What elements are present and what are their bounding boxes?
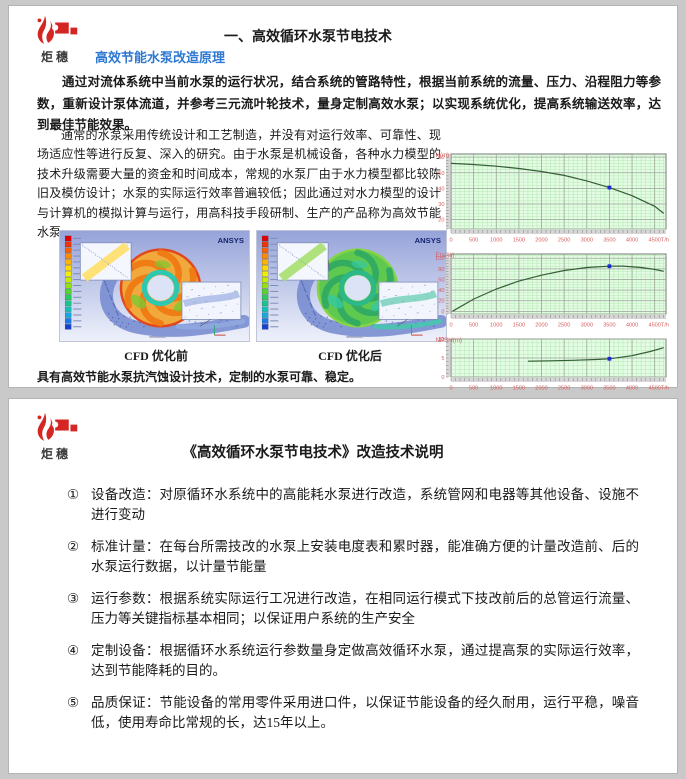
svg-text:500: 500 — [469, 323, 478, 329]
svg-text:500: 500 — [469, 386, 478, 392]
tech-item: ④ 定制设备：根据循环水系统运行参数量身定做高效循环水泵，通过提高泵的实际运行效… — [67, 641, 639, 681]
tech-item: ① 设备改造：对原循环水系统中的高能耗水泵进行改造，系统管网和电器等其他设备、设… — [67, 485, 639, 525]
svg-text:4500: 4500 — [648, 238, 660, 244]
tech-item: ③ 运行参数：根据系统实际运行工况进行改造，在相同运行模式下技改前后的总管运行流… — [67, 589, 639, 629]
svg-text:3500: 3500 — [603, 386, 615, 392]
svg-text:1000: 1000 — [490, 386, 502, 392]
svg-text:5: 5 — [441, 356, 444, 362]
svg-text:100: 100 — [435, 256, 444, 262]
footer-note: 具有高效节能水泵抗汽蚀设计技术，定制的水泵可靠、稳定。 — [37, 370, 362, 384]
svg-text:H(m): H(m) — [436, 152, 450, 159]
flame-logo-icon — [37, 15, 78, 44]
svg-text:1500: 1500 — [513, 386, 525, 392]
section-subtitle: 高效节能水泵改造原理 — [95, 50, 226, 65]
item-number: ③ — [67, 591, 80, 606]
item-number: ② — [67, 539, 80, 554]
cfd-image-before: ANSYS — [59, 230, 251, 342]
pump-curves-panel: 0 500 1000 1500 2000 2500 3000 3500 4000 4500 T/h 2… — [435, 150, 671, 398]
page-title: 一、高效循环水泵节电技术 — [224, 28, 392, 44]
tech-item: ② 标准计量：在每台所需技改的水泵上安装电度表和累时器，能准确方便的计量改造前、… — [67, 537, 639, 577]
cfd-images-row: ANSYS ANSYS — [59, 230, 448, 342]
svg-text:40: 40 — [438, 288, 444, 294]
item-number: ⑤ — [67, 695, 80, 710]
svg-text:4500: 4500 — [648, 323, 660, 329]
svg-text:60: 60 — [438, 277, 444, 283]
item-text: 标准计量：在每台所需技改的水泵上安装电度表和累时器，能准确方便的计量改造前、后的… — [91, 539, 639, 574]
chart-head-curve: 0 500 1000 1500 2000 2500 3000 3500 4000 4500 T/h 2… — [435, 150, 671, 248]
intro-paragraph: 通过对流体系统中当前水泵的运行状况，结合系统的管路特性，根据当前系统的流量、压力… — [37, 75, 661, 132]
svg-text:2500: 2500 — [558, 323, 570, 329]
tech-items-list: ① 设备改造：对原循环水系统中的高能耗水泵进行改造，系统管网和电器等其他设备、设… — [67, 485, 639, 745]
page-title: 《高效循环水泵节电技术》改造技术说明 — [182, 445, 444, 461]
svg-text:60: 60 — [438, 155, 444, 161]
company-logo: 炬穗 — [29, 14, 83, 65]
svg-text:2000: 2000 — [535, 386, 547, 392]
svg-text:0: 0 — [441, 375, 444, 381]
svg-text:0: 0 — [449, 238, 452, 244]
svg-text:NPSH(m): NPSH(m) — [436, 337, 462, 344]
svg-text:0: 0 — [449, 386, 452, 392]
svg-text:0: 0 — [449, 323, 452, 329]
svg-text:3500: 3500 — [603, 238, 615, 244]
item-number: ① — [67, 487, 80, 502]
svg-text:1000: 1000 — [490, 323, 502, 329]
svg-text:1500: 1500 — [513, 238, 525, 244]
cfd-caption-after: CFD 优化后 — [318, 349, 382, 363]
svg-text:1500: 1500 — [513, 323, 525, 329]
svg-text:4000: 4000 — [626, 238, 638, 244]
svg-text:3000: 3000 — [581, 386, 593, 392]
cfd-caption-before: CFD 优化前 — [124, 349, 188, 363]
svg-text:30: 30 — [438, 202, 444, 208]
svg-text:4000: 4000 — [626, 386, 638, 392]
svg-text:50: 50 — [438, 171, 444, 177]
slide-pump-principle: 炬穗 一、高效循环水泵节电技术 高效节能水泵改造原理 通过对流体系统中当前水泵的… — [8, 5, 678, 392]
item-number: ④ — [67, 643, 80, 658]
svg-text:4500: 4500 — [648, 386, 660, 392]
svg-text:2500: 2500 — [558, 386, 570, 392]
svg-text:ANSYS: ANSYS — [415, 236, 441, 245]
svg-text:Eta(%): Eta(%) — [436, 252, 455, 259]
cfd-captions: CFD 优化前 CFD 优化后 — [59, 347, 447, 364]
svg-text:3500: 3500 — [603, 323, 615, 329]
svg-text:3000: 3000 — [581, 323, 593, 329]
cfd-image-after: ANSYS — [256, 230, 448, 342]
svg-text:2000: 2000 — [535, 238, 547, 244]
svg-text:20: 20 — [438, 299, 444, 305]
svg-text:0: 0 — [441, 309, 444, 315]
company-logo: 炬穗 — [29, 411, 83, 462]
item-text: 设备改造：对原循环水系统中的高能耗水泵进行改造，系统管网和电器等其他设备、设施不… — [91, 487, 639, 522]
svg-text:ANSYS: ANSYS — [218, 236, 244, 245]
svg-text:20: 20 — [438, 218, 444, 224]
logo-text: 炬穗 — [40, 50, 71, 64]
logo-text: 炬穗 — [40, 447, 71, 461]
svg-text:2000: 2000 — [535, 323, 547, 329]
chart-npsh-curve: 0 500 1000 1500 2000 2500 3000 3500 4000 4500 T/h 0… — [435, 335, 671, 396]
svg-text:3000: 3000 — [581, 238, 593, 244]
item-text: 运行参数：根据系统实际运行工况进行改造，在相同运行模式下技改前后的总管运行流量、… — [91, 591, 639, 626]
tech-item: ⑤ 品质保证：节能设备的常用零件采用进口件，以保证节能设备的经久耐用，运行平稳，… — [67, 693, 639, 733]
svg-text:T/h: T/h — [661, 323, 669, 329]
svg-text:500: 500 — [469, 238, 478, 244]
body-paragraph: 通常的水泵采用传统设计和工艺制造，并没有对运行效率、可靠性、现场适应性等进行反复… — [37, 128, 441, 240]
svg-text:4000: 4000 — [626, 323, 638, 329]
flame-logo-icon — [37, 412, 78, 441]
svg-text:40: 40 — [438, 186, 444, 192]
svg-text:80: 80 — [438, 267, 444, 273]
svg-text:T/h: T/h — [661, 238, 669, 244]
svg-text:10: 10 — [438, 337, 444, 343]
item-text: 定制设备：根据循环水系统运行参数量身定做高效循环水泵，通过提高泵的实际运行效率，… — [91, 643, 639, 678]
svg-text:T/h: T/h — [661, 386, 669, 392]
chart-efficiency-curve: 0 500 1000 1500 2000 2500 3000 3500 4000 4500 T/h 0… — [435, 250, 671, 333]
svg-text:1000: 1000 — [490, 238, 502, 244]
item-text: 品质保证：节能设备的常用零件采用进口件，以保证节能设备的经久耐用，运行平稳，噪音… — [91, 695, 639, 730]
slide-tech-description: 炬穗 《高效循环水泵节电技术》改造技术说明 ① 设备改造：对原循环水系统中的高能… — [8, 398, 678, 774]
svg-text:2500: 2500 — [558, 238, 570, 244]
